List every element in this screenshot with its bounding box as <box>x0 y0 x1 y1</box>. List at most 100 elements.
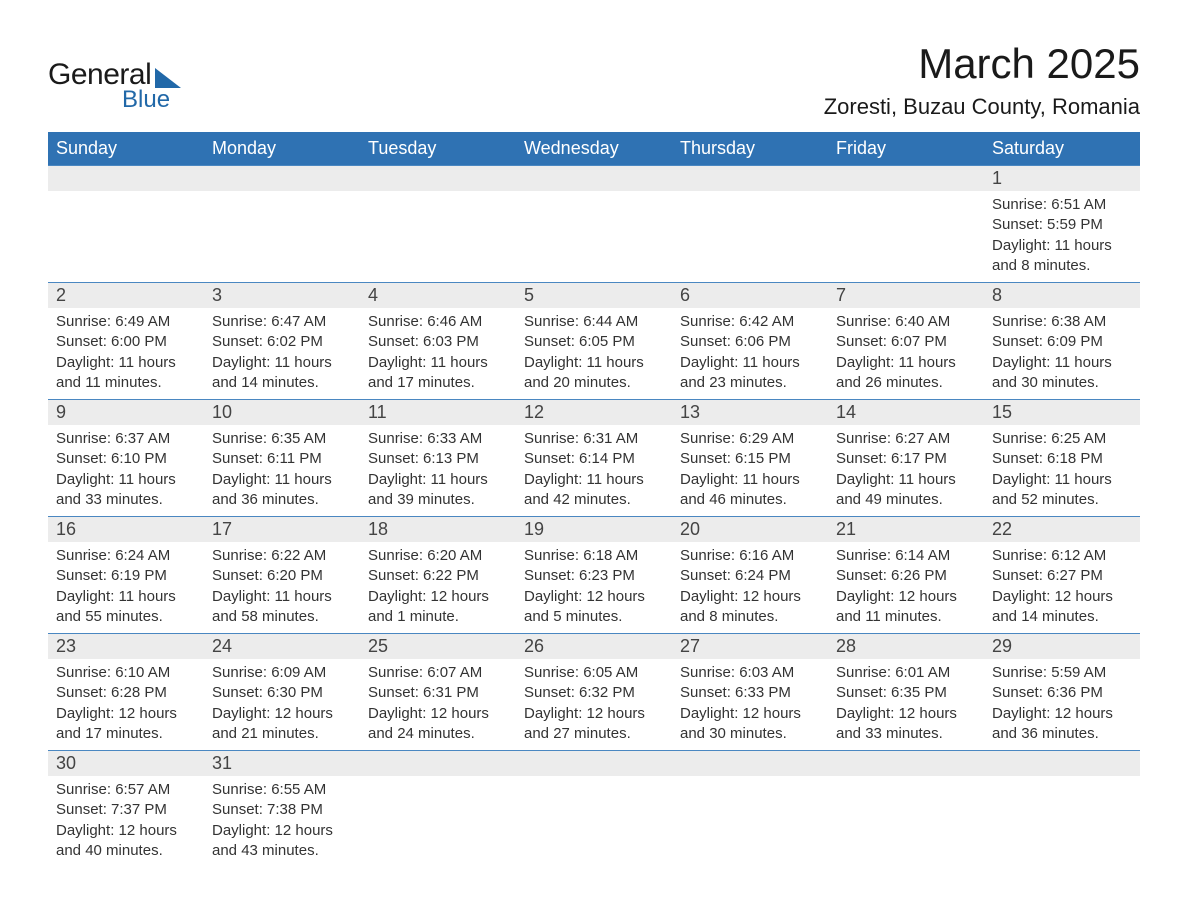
day-detail-cell: Sunrise: 6:22 AMSunset: 6:20 PMDaylight:… <box>204 542 360 634</box>
daylight-line: Daylight: 12 hours and 21 minutes. <box>212 704 352 745</box>
day-number-cell: 22 <box>984 517 1140 543</box>
day-detail-cell: Sunrise: 6:51 AMSunset: 5:59 PMDaylight:… <box>984 191 1140 283</box>
sunset-line: Sunset: 6:19 PM <box>56 566 196 586</box>
day-number-cell: 9 <box>48 400 204 426</box>
day-detail-cell: Sunrise: 6:55 AMSunset: 7:38 PMDaylight:… <box>204 776 360 867</box>
day-detail-cell <box>360 191 516 283</box>
day-number-cell <box>828 166 984 192</box>
title-month-year: March 2025 <box>824 40 1140 88</box>
sunset-line: Sunset: 6:15 PM <box>680 449 820 469</box>
daylight-line: Daylight: 11 hours and 14 minutes. <box>212 353 352 394</box>
sunset-line: Sunset: 6:23 PM <box>524 566 664 586</box>
detail-row: Sunrise: 6:37 AMSunset: 6:10 PM Daylight:… <box>48 425 1140 517</box>
daylight-line: Daylight: 11 hours and 17 minutes. <box>368 353 508 394</box>
day-number-cell <box>672 166 828 192</box>
day-number-cell: 25 <box>360 634 516 660</box>
day-number-cell <box>516 751 672 777</box>
sunset-line: Sunset: 6:35 PM <box>836 683 976 703</box>
day-detail-cell: Sunrise: 6:47 AMSunset: 6:02 PMDaylight:… <box>204 308 360 400</box>
daylight-line: Daylight: 11 hours and 42 minutes. <box>524 470 664 511</box>
title-block: March 2025 Zoresti, Buzau County, Romani… <box>824 40 1140 120</box>
sunset-line: Sunset: 6:32 PM <box>524 683 664 703</box>
day-number-cell: 8 <box>984 283 1140 309</box>
brand-logo: General Blue <box>48 58 181 114</box>
day-detail-cell <box>672 776 828 867</box>
sunrise-line: Sunrise: 6:03 AM <box>680 663 820 683</box>
sunrise-line: Sunrise: 6:16 AM <box>680 546 820 566</box>
day-number-cell: 6 <box>672 283 828 309</box>
day-number-cell: 12 <box>516 400 672 426</box>
sunrise-line: Sunrise: 6:31 AM <box>524 429 664 449</box>
daylight-line: Daylight: 11 hours and 36 minutes. <box>212 470 352 511</box>
day-detail-cell: Sunrise: 6:16 AMSunset: 6:24 PMDaylight:… <box>672 542 828 634</box>
sunrise-line: Sunrise: 6:05 AM <box>524 663 664 683</box>
sunrise-line: Sunrise: 6:18 AM <box>524 546 664 566</box>
daylight-line: Daylight: 12 hours and 17 minutes. <box>56 704 196 745</box>
sunrise-line: Sunrise: 6:07 AM <box>368 663 508 683</box>
day-number-cell: 5 <box>516 283 672 309</box>
day-number-cell <box>984 751 1140 777</box>
sunrise-line: Sunrise: 6:51 AM <box>992 195 1132 215</box>
day-detail-cell: Sunrise: 6:29 AMSunset: 6:15 PMDaylight:… <box>672 425 828 517</box>
day-number-cell: 20 <box>672 517 828 543</box>
day-number-cell: 31 <box>204 751 360 777</box>
day-detail-cell: Sunrise: 6:33 AMSunset: 6:13 PMDaylight:… <box>360 425 516 517</box>
day-detail-cell <box>516 776 672 867</box>
day-number-cell <box>360 751 516 777</box>
day-detail-cell: Sunrise: 6:01 AMSunset: 6:35 PMDaylight:… <box>828 659 984 751</box>
sunrise-line: Sunrise: 6:29 AM <box>680 429 820 449</box>
sunrise-line: Sunrise: 5:59 AM <box>992 663 1132 683</box>
day-detail-cell: Sunrise: 6:14 AMSunset: 6:26 PMDaylight:… <box>828 542 984 634</box>
day-number-cell <box>204 166 360 192</box>
daylight-line: Daylight: 12 hours and 14 minutes. <box>992 587 1132 628</box>
sunset-line: Sunset: 7:38 PM <box>212 800 352 820</box>
day-number-cell: 27 <box>672 634 828 660</box>
col-wednesday: Wednesday <box>516 132 672 166</box>
sunrise-line: Sunrise: 6:27 AM <box>836 429 976 449</box>
daylight-line: Daylight: 11 hours and 39 minutes. <box>368 470 508 511</box>
day-number-cell: 3 <box>204 283 360 309</box>
detail-row: Sunrise: 6:24 AMSunset: 6:19 PMDaylight:… <box>48 542 1140 634</box>
day-detail-cell <box>204 191 360 283</box>
daylight-line: Daylight: 11 hours and 11 minutes. <box>56 353 196 394</box>
day-detail-cell: Sunrise: 6:31 AMSunset: 6:14 PMDaylight:… <box>516 425 672 517</box>
day-number-cell: 26 <box>516 634 672 660</box>
sunset-line: Sunset: 6:10 PM <box>56 449 196 469</box>
daylight-line: Daylight: 12 hours and 33 minutes. <box>836 704 976 745</box>
day-detail-cell: Sunrise: 6:40 AMSunset: 6:07 PMDaylight:… <box>828 308 984 400</box>
day-number-cell: 13 <box>672 400 828 426</box>
sunrise-line: Sunrise: 6:01 AM <box>836 663 976 683</box>
sunset-line: Sunset: 6:02 PM <box>212 332 352 352</box>
day-number-cell: 28 <box>828 634 984 660</box>
day-detail-cell: Sunrise: 6:49 AMSunset: 6:00 PMDaylight:… <box>48 308 204 400</box>
detail-row: Sunrise: 6:49 AMSunset: 6:00 PMDaylight:… <box>48 308 1140 400</box>
sunrise-line: Sunrise: 6:37 AM <box>56 429 196 449</box>
sunset-line: Sunset: 5:59 PM <box>992 215 1132 235</box>
day-number-cell: 19 <box>516 517 672 543</box>
daynum-row: 1 <box>48 166 1140 192</box>
sunset-line: Sunset: 6:33 PM <box>680 683 820 703</box>
day-number-cell: 7 <box>828 283 984 309</box>
day-number-cell: 15 <box>984 400 1140 426</box>
sunset-line: Sunset: 6:31 PM <box>368 683 508 703</box>
detail-row: Sunrise: 6:57 AMSunset: 7:37 PMDaylight:… <box>48 776 1140 867</box>
sunrise-line: Sunrise: 6:35 AM <box>212 429 352 449</box>
sunset-line: Sunset: 6:13 PM <box>368 449 508 469</box>
sunrise-line: Sunrise: 6:47 AM <box>212 312 352 332</box>
daylight-line: Daylight: 12 hours and 40 minutes. <box>56 821 196 862</box>
sunset-line: Sunset: 6:11 PM <box>212 449 352 469</box>
day-number-cell: 23 <box>48 634 204 660</box>
daylight-line: Daylight: 12 hours and 43 minutes. <box>212 821 352 862</box>
day-number-cell: 21 <box>828 517 984 543</box>
sunrise-line: Sunrise: 6:44 AM <box>524 312 664 332</box>
day-detail-cell: Sunrise: 5:59 AMSunset: 6:36 PMDaylight:… <box>984 659 1140 751</box>
sunrise-line: Sunrise: 6:25 AM <box>992 429 1132 449</box>
sunrise-line: Sunrise: 6:40 AM <box>836 312 976 332</box>
daylight-line: Daylight: 11 hours and 8 minutes. <box>992 236 1132 277</box>
day-detail-cell: Sunrise: 6:20 AMSunset: 6:22 PMDaylight:… <box>360 542 516 634</box>
logo-triangle-icon <box>155 68 181 88</box>
daylight-line: Daylight: 11 hours and 52 minutes. <box>992 470 1132 511</box>
sunset-line: Sunset: 6:17 PM <box>836 449 976 469</box>
day-number-cell: 10 <box>204 400 360 426</box>
col-sunday: Sunday <box>48 132 204 166</box>
